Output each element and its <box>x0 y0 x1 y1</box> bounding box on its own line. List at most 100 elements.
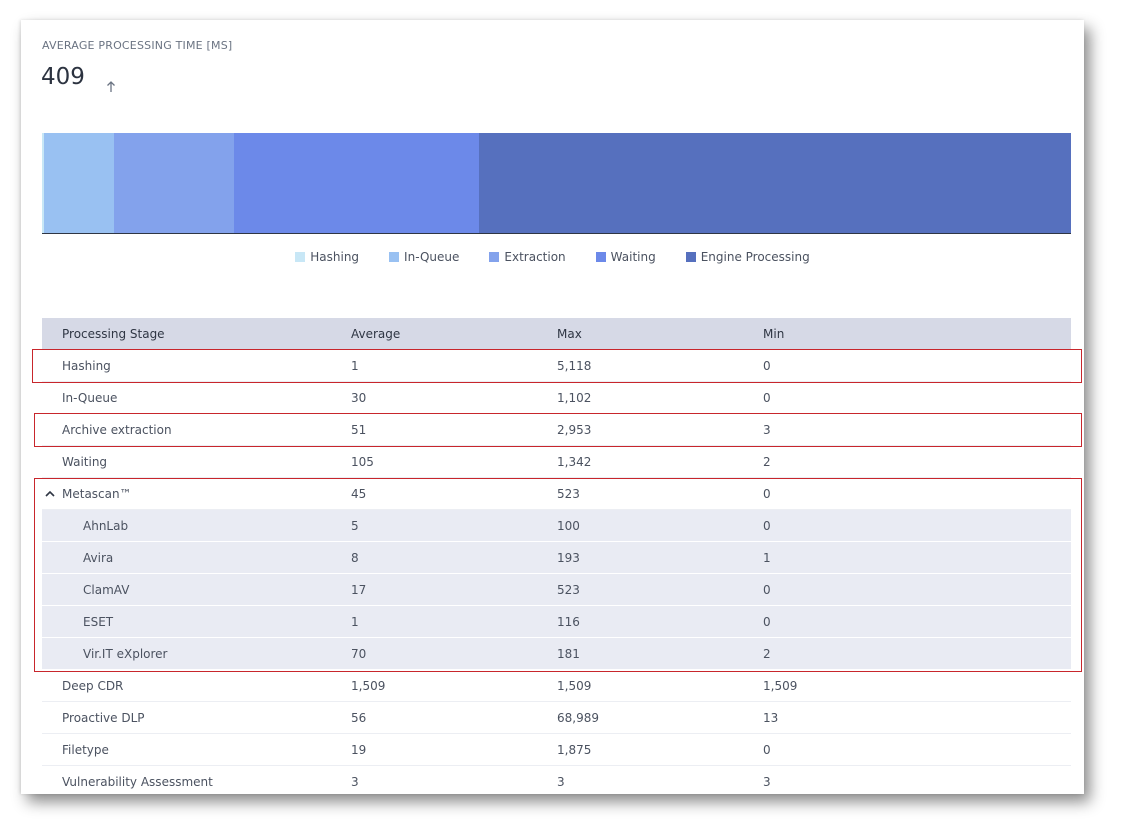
header-max: Max <box>557 327 582 341</box>
cell-average: 3 <box>351 774 359 789</box>
cell-average: 56 <box>351 710 367 725</box>
cell-average: 105 <box>351 454 374 469</box>
stage-name: ESET <box>83 614 114 629</box>
stage-name: Deep CDR <box>62 678 124 693</box>
table-row: Proactive DLP 56 68,989 13 <box>42 702 1071 734</box>
stage-name: Vir.IT eXplorer <box>83 646 168 661</box>
cell-min: 0 <box>763 614 771 629</box>
bar-segment-in-queue[interactable] <box>44 133 115 233</box>
cell-max: 1,509 <box>557 678 592 693</box>
legend-label: Extraction <box>504 250 566 264</box>
cell-min: 0 <box>763 742 771 757</box>
cell-max: 2,953 <box>557 422 592 437</box>
cell-min: 0 <box>763 358 771 373</box>
table-row: Deep CDR 1,509 1,509 1,509 <box>42 670 1071 702</box>
legend-label: Waiting <box>610 250 656 264</box>
legend-item[interactable]: In-Queue <box>389 250 459 264</box>
processing-time-card: AVERAGE PROCESSING TIME [MS] 409 Hashing… <box>21 20 1084 794</box>
table-row: Vulnerability Assessment 3 3 3 <box>42 766 1071 794</box>
table-row: Archive extraction 51 2,953 3 <box>42 414 1071 446</box>
legend-label: Engine Processing <box>700 250 810 264</box>
stage-name: AhnLab <box>83 518 129 533</box>
legend-item[interactable]: Extraction <box>489 250 566 264</box>
cell-average: 45 <box>351 486 367 501</box>
legend: Hashing In-Queue Extraction Waiting Engine P… <box>21 250 1084 264</box>
cell-max: 523 <box>557 486 580 501</box>
chevron-up-icon[interactable] <box>45 490 55 498</box>
cell-average: 70 <box>351 646 367 661</box>
arrow-up-icon <box>107 81 115 92</box>
stage-name: Filetype <box>62 742 109 757</box>
metric-title: AVERAGE PROCESSING TIME [MS] <box>42 39 233 52</box>
legend-item[interactable]: Hashing <box>295 250 359 264</box>
cell-average: 51 <box>351 422 367 437</box>
cell-average: 30 <box>351 390 367 405</box>
cell-max: 116 <box>557 614 580 629</box>
cell-max: 3 <box>557 774 565 789</box>
cell-stage: Archive extraction <box>42 423 351 437</box>
cell-average: 1 <box>351 358 359 373</box>
stage-table: Processing Stage Average Max Min Hashing… <box>42 318 1071 794</box>
cell-stage: ClamAV <box>42 583 351 597</box>
cell-stage: Vir.IT eXplorer <box>42 647 351 661</box>
cell-stage: Waiting <box>42 455 351 469</box>
bar-segment-engine-processing[interactable] <box>479 133 1071 233</box>
cell-min: 2 <box>763 646 771 661</box>
bar-segment-extraction[interactable] <box>114 133 234 233</box>
bar-segment-hashing[interactable] <box>42 133 45 233</box>
table-row: In-Queue 30 1,102 0 <box>42 382 1071 414</box>
cell-stage: Vulnerability Assessment <box>42 775 351 789</box>
stage-name: Metascan™ <box>62 486 132 501</box>
legend-item[interactable]: Engine Processing <box>685 250 810 264</box>
cell-min: 3 <box>763 422 771 437</box>
cell-min: 1,509 <box>763 678 798 693</box>
stage-name: Archive extraction <box>62 422 172 437</box>
cell-stage: ESET <box>42 615 351 629</box>
stage-name: Avira <box>83 550 114 565</box>
header-average: Average <box>351 327 401 341</box>
cell-stage: In-Queue <box>42 391 351 405</box>
table-subrow: Avira 8 193 1 <box>42 542 1071 574</box>
stage-name: Hashing <box>62 358 111 373</box>
cell-min: 0 <box>763 518 771 533</box>
stage-name: Proactive DLP <box>62 710 145 725</box>
legend-swatch <box>595 252 606 262</box>
cell-average: 8 <box>351 550 359 565</box>
cell-min: 0 <box>763 486 771 501</box>
cell-max: 100 <box>557 518 580 533</box>
table-row[interactable]: Metascan™ 45 523 0 <box>42 478 1071 510</box>
cell-max: 523 <box>557 582 580 597</box>
cell-max: 193 <box>557 550 580 565</box>
cell-average: 19 <box>351 742 367 757</box>
cell-stage: Deep CDR <box>42 679 351 693</box>
table-row: Waiting 105 1,342 2 <box>42 446 1071 478</box>
legend-swatch <box>389 252 400 262</box>
cell-max: 1,342 <box>557 454 592 469</box>
table-row: Filetype 19 1,875 0 <box>42 734 1071 766</box>
legend-swatch <box>295 252 306 262</box>
stage-name: In-Queue <box>62 390 118 405</box>
cell-average: 1,509 <box>351 678 386 693</box>
cell-stage: Proactive DLP <box>42 711 351 725</box>
cell-min: 0 <box>763 582 771 597</box>
cell-average: 1 <box>351 614 359 629</box>
table-row: Hashing 1 5,118 0 <box>42 350 1071 382</box>
legend-label: Hashing <box>310 250 360 264</box>
cell-max: 1,102 <box>557 390 592 405</box>
table-body: Hashing 1 5,118 0 In-Queue 30 1,102 0 Archive ex… <box>42 350 1071 794</box>
stage-name: Vulnerability Assessment <box>62 774 213 789</box>
table-subrow: AhnLab 5 100 0 <box>42 510 1071 542</box>
stage-name: Waiting <box>62 454 108 469</box>
stage-breakdown-bar <box>42 133 1071 234</box>
cell-stage: Filetype <box>42 743 351 757</box>
cell-min: 3 <box>763 774 771 789</box>
table-subrow: Vir.IT eXplorer 70 181 2 <box>42 638 1071 670</box>
cell-stage: AhnLab <box>42 519 351 533</box>
cell-min: 2 <box>763 454 771 469</box>
header-min: Min <box>763 327 785 341</box>
header-stage: Processing Stage <box>62 327 165 341</box>
bar-segment-waiting[interactable] <box>233 133 480 233</box>
legend-swatch <box>489 252 500 262</box>
legend-item[interactable]: Waiting <box>595 250 656 264</box>
cell-min: 13 <box>763 710 779 725</box>
